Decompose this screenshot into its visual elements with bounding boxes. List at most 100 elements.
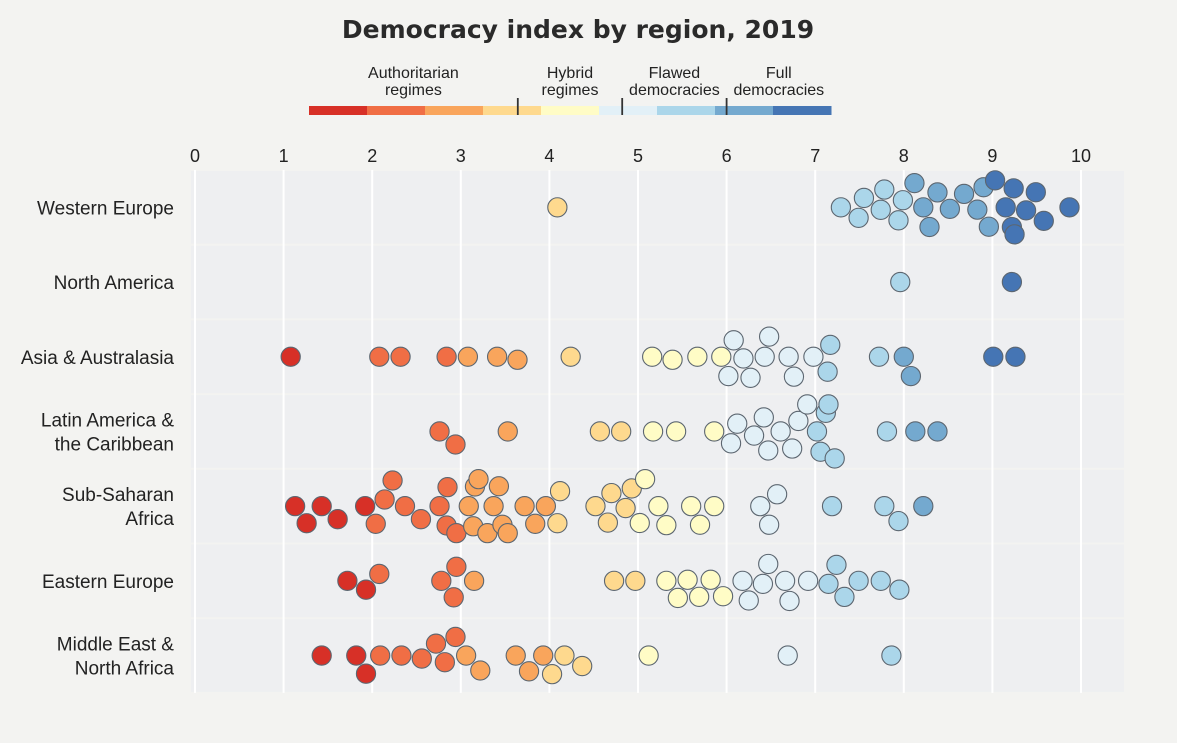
country-dot[interactable] <box>533 645 554 666</box>
country-dot[interactable] <box>514 495 535 517</box>
country-dot[interactable] <box>881 645 902 666</box>
country-dot[interactable] <box>740 367 761 388</box>
country-dot[interactable] <box>1003 178 1024 199</box>
country-dot[interactable] <box>984 170 1006 191</box>
country-dot[interactable] <box>445 626 466 648</box>
country-dot[interactable] <box>355 579 377 600</box>
country-dot[interactable] <box>774 570 796 592</box>
country-dot[interactable] <box>824 448 845 469</box>
country-dot[interactable] <box>848 570 869 592</box>
country-dot[interactable] <box>889 579 910 600</box>
country-dot[interactable] <box>953 183 975 205</box>
country-dot[interactable] <box>806 421 828 442</box>
country-dot[interactable] <box>913 495 934 517</box>
country-dot[interactable] <box>904 172 925 194</box>
country-dot[interactable] <box>355 663 377 684</box>
country-dot[interactable] <box>788 410 809 432</box>
country-dot[interactable] <box>437 477 458 498</box>
country-dot[interactable] <box>704 495 725 517</box>
country-dot[interactable] <box>589 421 611 442</box>
country-dot[interactable] <box>431 570 452 592</box>
country-dot[interactable] <box>733 348 754 369</box>
country-dot[interactable] <box>611 421 632 442</box>
country-dot[interactable] <box>978 216 1000 237</box>
country-dot[interactable] <box>601 482 622 504</box>
country-dot[interactable] <box>830 197 852 218</box>
country-dot[interactable] <box>547 513 568 534</box>
country-dot[interactable] <box>750 495 771 517</box>
country-dot[interactable] <box>1004 224 1025 245</box>
country-dot[interactable] <box>518 661 540 682</box>
country-dot[interactable] <box>411 648 432 669</box>
country-dot[interactable] <box>486 346 508 367</box>
country-dot[interactable] <box>457 346 479 367</box>
country-dot[interactable] <box>483 495 504 517</box>
country-dot[interactable] <box>766 484 788 505</box>
country-dot[interactable] <box>870 199 891 220</box>
country-dot[interactable] <box>919 216 940 238</box>
country-dot[interactable] <box>455 645 477 666</box>
country-dot[interactable] <box>667 587 689 609</box>
country-dot[interactable] <box>834 586 855 608</box>
country-dot[interactable] <box>778 346 799 367</box>
country-dot[interactable] <box>723 330 744 351</box>
country-dot[interactable] <box>758 440 779 461</box>
country-dot[interactable] <box>665 421 687 442</box>
country-dot[interactable] <box>369 563 390 585</box>
country-dot[interactable] <box>549 481 571 502</box>
country-dot[interactable] <box>615 497 636 519</box>
country-dot[interactable] <box>900 365 922 387</box>
country-dot[interactable] <box>995 197 1016 218</box>
country-dot[interactable] <box>370 645 391 666</box>
country-dot[interactable] <box>463 570 485 592</box>
country-dot[interactable] <box>311 495 332 517</box>
country-dot[interactable] <box>634 468 656 490</box>
country-dot[interactable] <box>354 495 376 517</box>
country-dot[interactable] <box>874 495 895 517</box>
country-dot[interactable] <box>603 570 625 592</box>
country-dot[interactable] <box>443 587 464 608</box>
country-dot[interactable] <box>280 346 301 367</box>
country-dot[interactable] <box>821 495 843 517</box>
country-dot[interactable] <box>327 509 348 530</box>
country-dot[interactable] <box>1059 197 1080 218</box>
country-dot[interactable] <box>782 438 803 459</box>
country-dot[interactable] <box>874 179 895 200</box>
country-dot[interactable] <box>967 199 988 220</box>
country-dot[interactable] <box>681 495 702 517</box>
country-dot[interactable] <box>525 513 546 534</box>
country-dot[interactable] <box>346 645 367 666</box>
country-dot[interactable] <box>365 513 386 534</box>
country-dot[interactable] <box>893 346 914 367</box>
country-dot[interactable] <box>687 346 708 367</box>
country-dot[interactable] <box>585 495 606 517</box>
country-dot[interactable] <box>720 433 742 454</box>
country-dot[interactable] <box>391 645 412 666</box>
country-dot[interactable] <box>868 346 890 367</box>
country-dot[interactable] <box>642 421 664 442</box>
country-dot[interactable] <box>927 421 948 442</box>
country-dot[interactable] <box>446 556 467 577</box>
country-dot[interactable] <box>689 514 711 535</box>
country-dot[interactable] <box>888 210 909 231</box>
country-dot[interactable] <box>311 645 332 666</box>
country-dot[interactable] <box>458 495 479 517</box>
country-dot[interactable] <box>758 553 779 575</box>
country-dot[interactable] <box>1001 271 1023 293</box>
country-dot[interactable] <box>445 434 466 455</box>
country-dot[interactable] <box>497 523 518 544</box>
country-dot[interactable] <box>656 570 677 592</box>
country-dot[interactable] <box>939 198 961 220</box>
country-dot[interactable] <box>853 187 875 209</box>
country-dot[interactable] <box>732 570 753 592</box>
country-dot[interactable] <box>783 366 805 387</box>
country-dot[interactable] <box>394 495 416 517</box>
country-dot[interactable] <box>560 346 581 367</box>
country-dot[interactable] <box>369 346 390 367</box>
country-dot[interactable] <box>390 346 411 367</box>
country-dot[interactable] <box>743 425 765 446</box>
country-dot[interactable] <box>890 271 911 293</box>
country-dot[interactable] <box>410 509 432 530</box>
country-dot[interactable] <box>572 655 593 677</box>
country-dot[interactable] <box>718 365 739 387</box>
